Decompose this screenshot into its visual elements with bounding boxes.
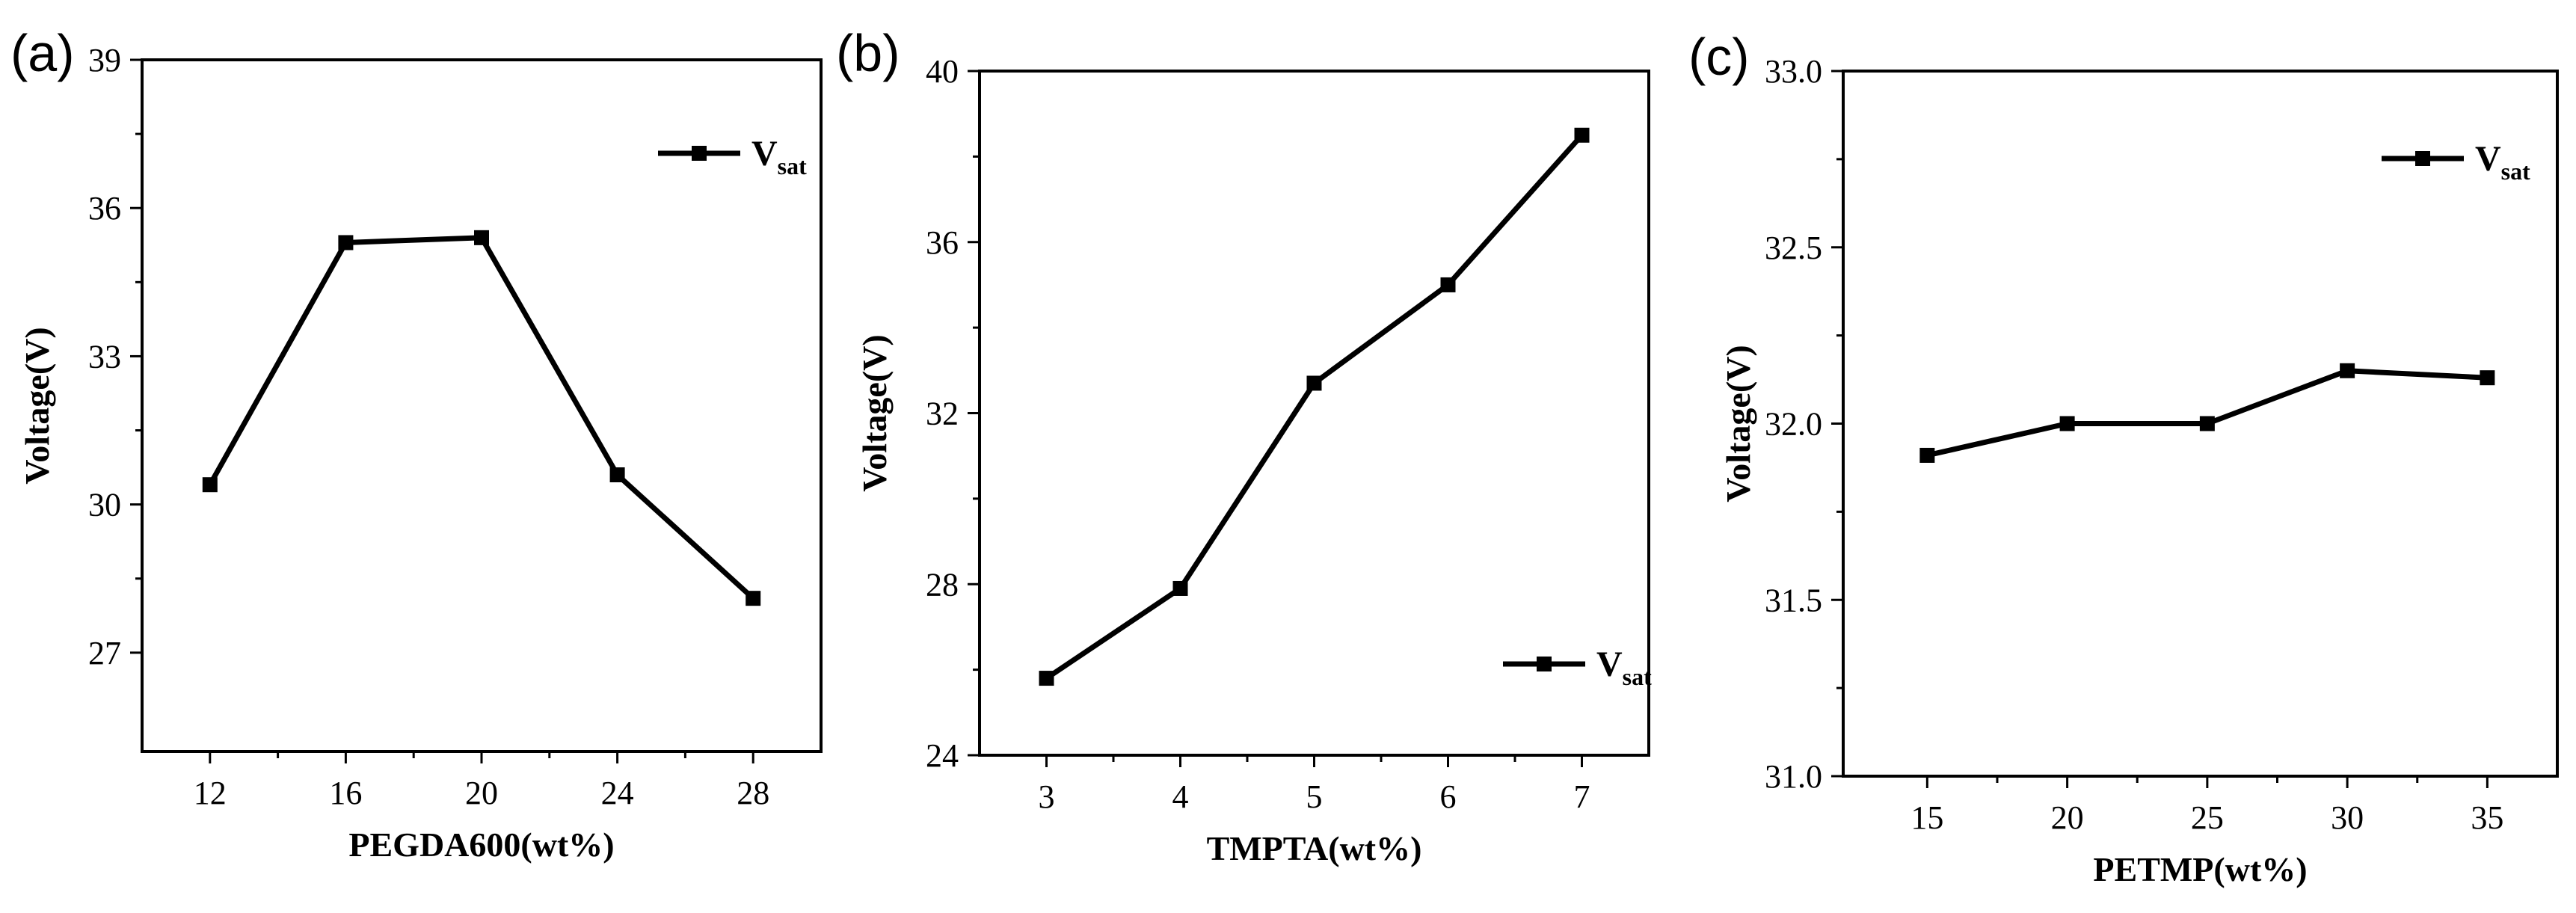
panel-letter: (a) (10, 24, 75, 82)
data-point (1172, 580, 1188, 596)
x-axis-title: TMPTA(wt%) (1207, 829, 1422, 867)
y-axis-title: Voltage(V) (1719, 345, 1757, 502)
x-tick-label: 6 (1440, 778, 1457, 815)
x-tick-label: 15 (1911, 799, 1943, 836)
y-tick-label: 32.5 (1765, 230, 1822, 266)
plot-frame (141, 58, 823, 753)
data-point (2340, 363, 2355, 378)
data-point (1574, 127, 1590, 143)
legend-label-subscript: sat (1623, 663, 1652, 690)
x-tick-label: 28 (737, 775, 769, 811)
legend-marker (692, 146, 707, 161)
legend-label-main: V (2475, 139, 2501, 179)
y-tick-label: 32.0 (1765, 406, 1822, 443)
data-point (202, 477, 218, 493)
y-tick-label: 27 (88, 635, 121, 671)
y-tick-label: 32 (926, 396, 959, 432)
x-tick-label: 16 (329, 775, 362, 811)
y-axis-title: Voltage(V) (18, 327, 56, 484)
x-axis-title: PETMP(wt%) (2093, 850, 2307, 888)
x-tick-label: 3 (1039, 778, 1055, 815)
x-tick-label: 25 (2191, 799, 2224, 836)
legend-marker (2415, 151, 2430, 166)
data-point (609, 467, 625, 482)
x-tick-label: 5 (1306, 778, 1323, 815)
x-tick-label: 30 (2331, 799, 2364, 836)
x-tick-label: 4 (1172, 778, 1189, 815)
panel-letter: (c) (1688, 28, 1750, 86)
data-point (338, 235, 354, 250)
series-line (207, 235, 755, 600)
series-line (1045, 133, 1584, 680)
x-tick-label: 12 (194, 775, 227, 811)
data-point (474, 230, 489, 245)
y-tick-label: 36 (926, 224, 959, 261)
chart-panel-3: (c) 15 20 25 30 35 31.0 31.5 32.0 32.5 33.0 PETMP(w… (1688, 28, 2559, 888)
data-point (2059, 416, 2075, 431)
y-tick-label: 36 (88, 190, 121, 227)
panel-letter: (b) (836, 24, 900, 82)
x-tick-label: 7 (1574, 778, 1590, 815)
data-point (746, 591, 761, 606)
x-tick-label: 20 (2051, 799, 2084, 836)
series-line (1926, 368, 2488, 458)
y-tick-label: 39 (88, 42, 121, 79)
y-tick-label: 28 (926, 566, 959, 603)
x-tick-label: 20 (465, 775, 498, 811)
data-point (1306, 375, 1322, 391)
legend-label-main: V (751, 134, 778, 173)
x-axis-title: PEGDA600(wt%) (348, 826, 614, 864)
legend-label: Vsat (751, 134, 807, 179)
legend-label-main: V (1596, 645, 1623, 684)
x-tick-label: 24 (601, 775, 634, 811)
chart-panel-2: (b) 3 4 5 6 7 24 28 32 36 40 TMPTA(wt%) Voltage(V) Vs… (836, 24, 1652, 867)
legend-label-subscript: sat (2501, 158, 2530, 185)
data-point (1440, 277, 1456, 292)
y-tick-label: 30 (88, 487, 121, 523)
data-point (1039, 671, 1054, 686)
chart-panel-1: (a) 12 16 20 24 28 27 30 33 36 39 PEGDA600(wt%) Volt… (10, 24, 823, 864)
y-tick-label: 33 (88, 338, 121, 375)
y-axis-title: Voltage(V) (855, 334, 894, 491)
legend-label-subscript: sat (778, 153, 807, 179)
y-tick-label: 31.0 (1765, 758, 1822, 795)
legend-marker (1537, 657, 1552, 671)
data-point (1919, 447, 1935, 463)
y-tick-label: 40 (926, 53, 959, 90)
y-tick-label: 31.5 (1765, 582, 1822, 618)
legend-label: Vsat (2475, 139, 2530, 185)
y-tick-label: 33.0 (1765, 53, 1822, 90)
legend-label: Vsat (1596, 645, 1652, 690)
x-tick-label: 35 (2471, 799, 2503, 836)
y-tick-label: 24 (926, 737, 959, 774)
data-point (2199, 416, 2215, 431)
data-point (2480, 370, 2495, 386)
